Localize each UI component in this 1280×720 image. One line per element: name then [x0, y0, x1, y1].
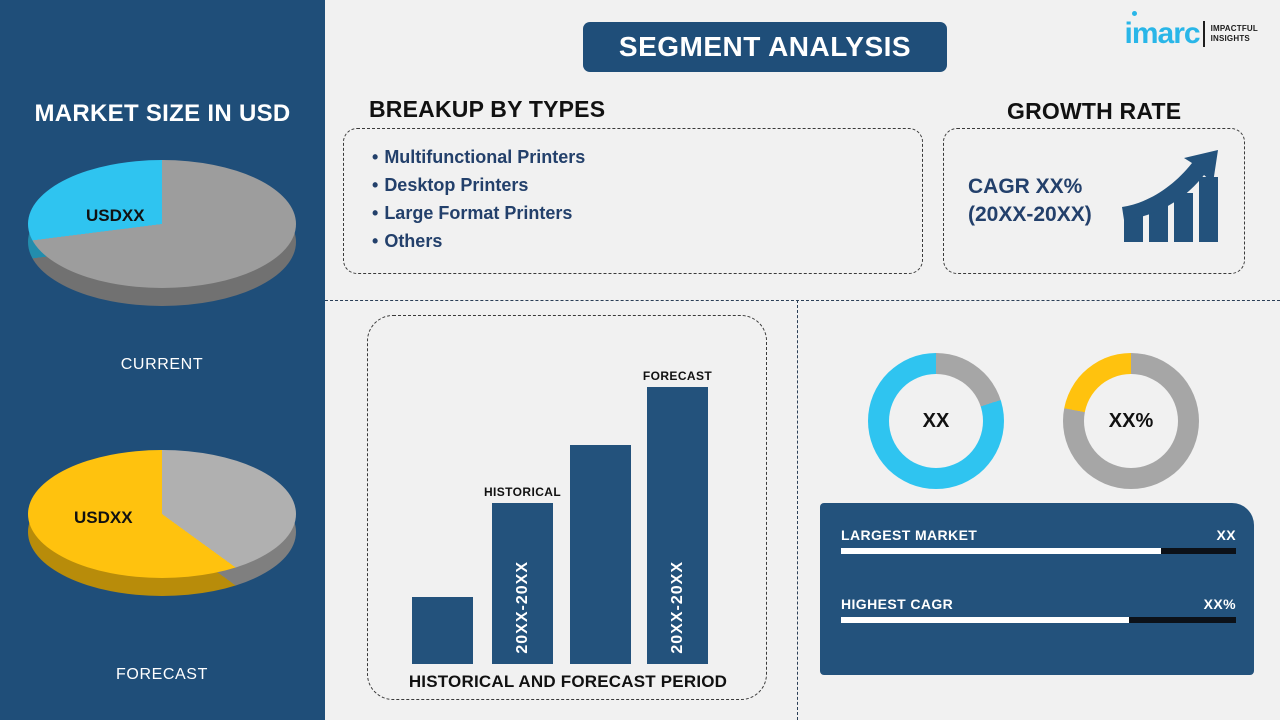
- market-stats-panel: LARGEST MARKET XX HIGHEST CAGR XX%: [820, 503, 1254, 675]
- bullet-icon: •: [372, 147, 379, 167]
- list-item-label: Desktop Printers: [384, 175, 529, 195]
- bar-chart-caption: HISTORICAL AND FORECAST PERIOD: [408, 672, 728, 691]
- cagr-line2: (20XX-20XX): [968, 203, 1092, 226]
- pie-top-current: [28, 160, 296, 288]
- vertical-divider: [797, 300, 798, 720]
- list-item: • Desktop Printers: [372, 171, 922, 199]
- donut-chart-highest-cagr: XX%: [1063, 353, 1199, 489]
- pie-value-label-forecast: USDXX: [74, 508, 133, 527]
- progress-track: [841, 548, 1236, 554]
- bar: [570, 444, 631, 664]
- pie-3d-current: USDXX: [28, 160, 296, 310]
- bullet-icon: •: [372, 175, 379, 195]
- donut-chart-largest-market: XX: [868, 353, 1004, 489]
- logo-tagline: IMPACTFUL INSIGHTS: [1211, 24, 1258, 45]
- cagr-text: CAGR XX% (20XX-20XX): [968, 173, 1092, 229]
- progress-track: [841, 617, 1236, 623]
- imarc-logo: imarc IMPACTFUL INSIGHTS: [1124, 11, 1258, 54]
- bar: [412, 597, 473, 664]
- pie-caption-current: CURRENT: [120, 356, 204, 373]
- list-item: • Others: [372, 227, 922, 255]
- list-item: • Large Format Printers: [372, 199, 922, 227]
- pie-3d-forecast: USDXX: [28, 450, 296, 600]
- donut-center: XX%: [1084, 374, 1178, 468]
- stat-row-largest-market: LARGEST MARKET XX: [841, 527, 1236, 554]
- stat-header: HIGHEST CAGR XX%: [841, 596, 1236, 612]
- donut-center: XX: [889, 374, 983, 468]
- bar-inner-label: 20XX-20XX: [668, 561, 686, 654]
- breakup-heading: BREAKUP BY TYPES: [369, 96, 606, 122]
- growth-rate-box: CAGR XX% (20XX-20XX): [943, 128, 1245, 274]
- stat-value: XX%: [1203, 596, 1236, 612]
- page-title: SEGMENT ANALYSIS: [618, 31, 912, 62]
- stat-value: XX: [1216, 527, 1236, 543]
- stat-label: LARGEST MARKET: [841, 527, 978, 543]
- historical-forecast-chart-panel: HISTORICAL 20XX-20XX FORECAST 20XX-20XX …: [367, 315, 767, 700]
- list-item-label: Large Format Printers: [384, 203, 573, 223]
- page-title-badge: SEGMENT ANALYSIS: [583, 22, 947, 72]
- pie-top-forecast: [28, 450, 296, 578]
- stat-label: HIGHEST CAGR: [841, 596, 954, 612]
- stat-row-highest-cagr: HIGHEST CAGR XX%: [841, 596, 1236, 623]
- forecast-market-size-pie: USDXX FORECAST: [28, 450, 296, 683]
- sidebar-title: MARKET SIZE IN USD: [34, 100, 291, 127]
- current-market-size-pie: USDXX CURRENT: [28, 160, 296, 373]
- growth-rate-heading: GROWTH RATE: [1007, 98, 1182, 124]
- logo-divider: [1202, 21, 1205, 47]
- logo-wordmark-text: imarc: [1124, 17, 1201, 50]
- logo-tagline-line2: INSIGHTS: [1210, 34, 1250, 43]
- donut-center-label: XX: [922, 409, 950, 432]
- bar: FORECAST 20XX-20XX: [643, 369, 712, 664]
- progress-fill: [841, 617, 1130, 623]
- stat-header: LARGEST MARKET XX: [841, 527, 1236, 543]
- bar-inner-label: 20XX-20XX: [513, 561, 531, 654]
- cagr-line1: CAGR XX%: [968, 175, 1083, 198]
- bullet-icon: •: [372, 231, 379, 251]
- bar: HISTORICAL 20XX-20XX: [484, 485, 561, 664]
- logo-wordmark: imarc: [1124, 11, 1201, 50]
- logo-tagline-line1: IMPACTFUL: [1210, 23, 1258, 33]
- growth-arrow-bars-icon: [1122, 150, 1218, 242]
- bar-chart: HISTORICAL 20XX-20XX FORECAST 20XX-20XX: [368, 316, 768, 701]
- progress-fill: [841, 548, 1161, 554]
- horizontal-divider: [325, 300, 1280, 301]
- list-item-label: Others: [384, 231, 443, 251]
- donut-center-label: XX%: [1108, 409, 1154, 432]
- main-canvas: SEGMENT ANALYSIS imarc IMPACTFUL INSIGHT…: [325, 0, 1280, 720]
- pie-caption-forecast: FORECAST: [116, 666, 208, 683]
- pie-value-label-current: USDXX: [86, 206, 145, 225]
- market-size-sidebar: MARKET SIZE IN USD USDXX CURRENT USDXX F…: [0, 0, 325, 720]
- logo-dot-icon: [1131, 11, 1137, 16]
- bar-annotation-historical: HISTORICAL: [483, 485, 562, 500]
- list-item: • Multifunctional Printers: [372, 143, 922, 171]
- breakup-list-box: • Multifunctional Printers • Desktop Print…: [343, 128, 923, 274]
- bullet-icon: •: [372, 203, 379, 223]
- list-item-label: Multifunctional Printers: [384, 147, 586, 167]
- bar-annotation-forecast: FORECAST: [642, 368, 713, 383]
